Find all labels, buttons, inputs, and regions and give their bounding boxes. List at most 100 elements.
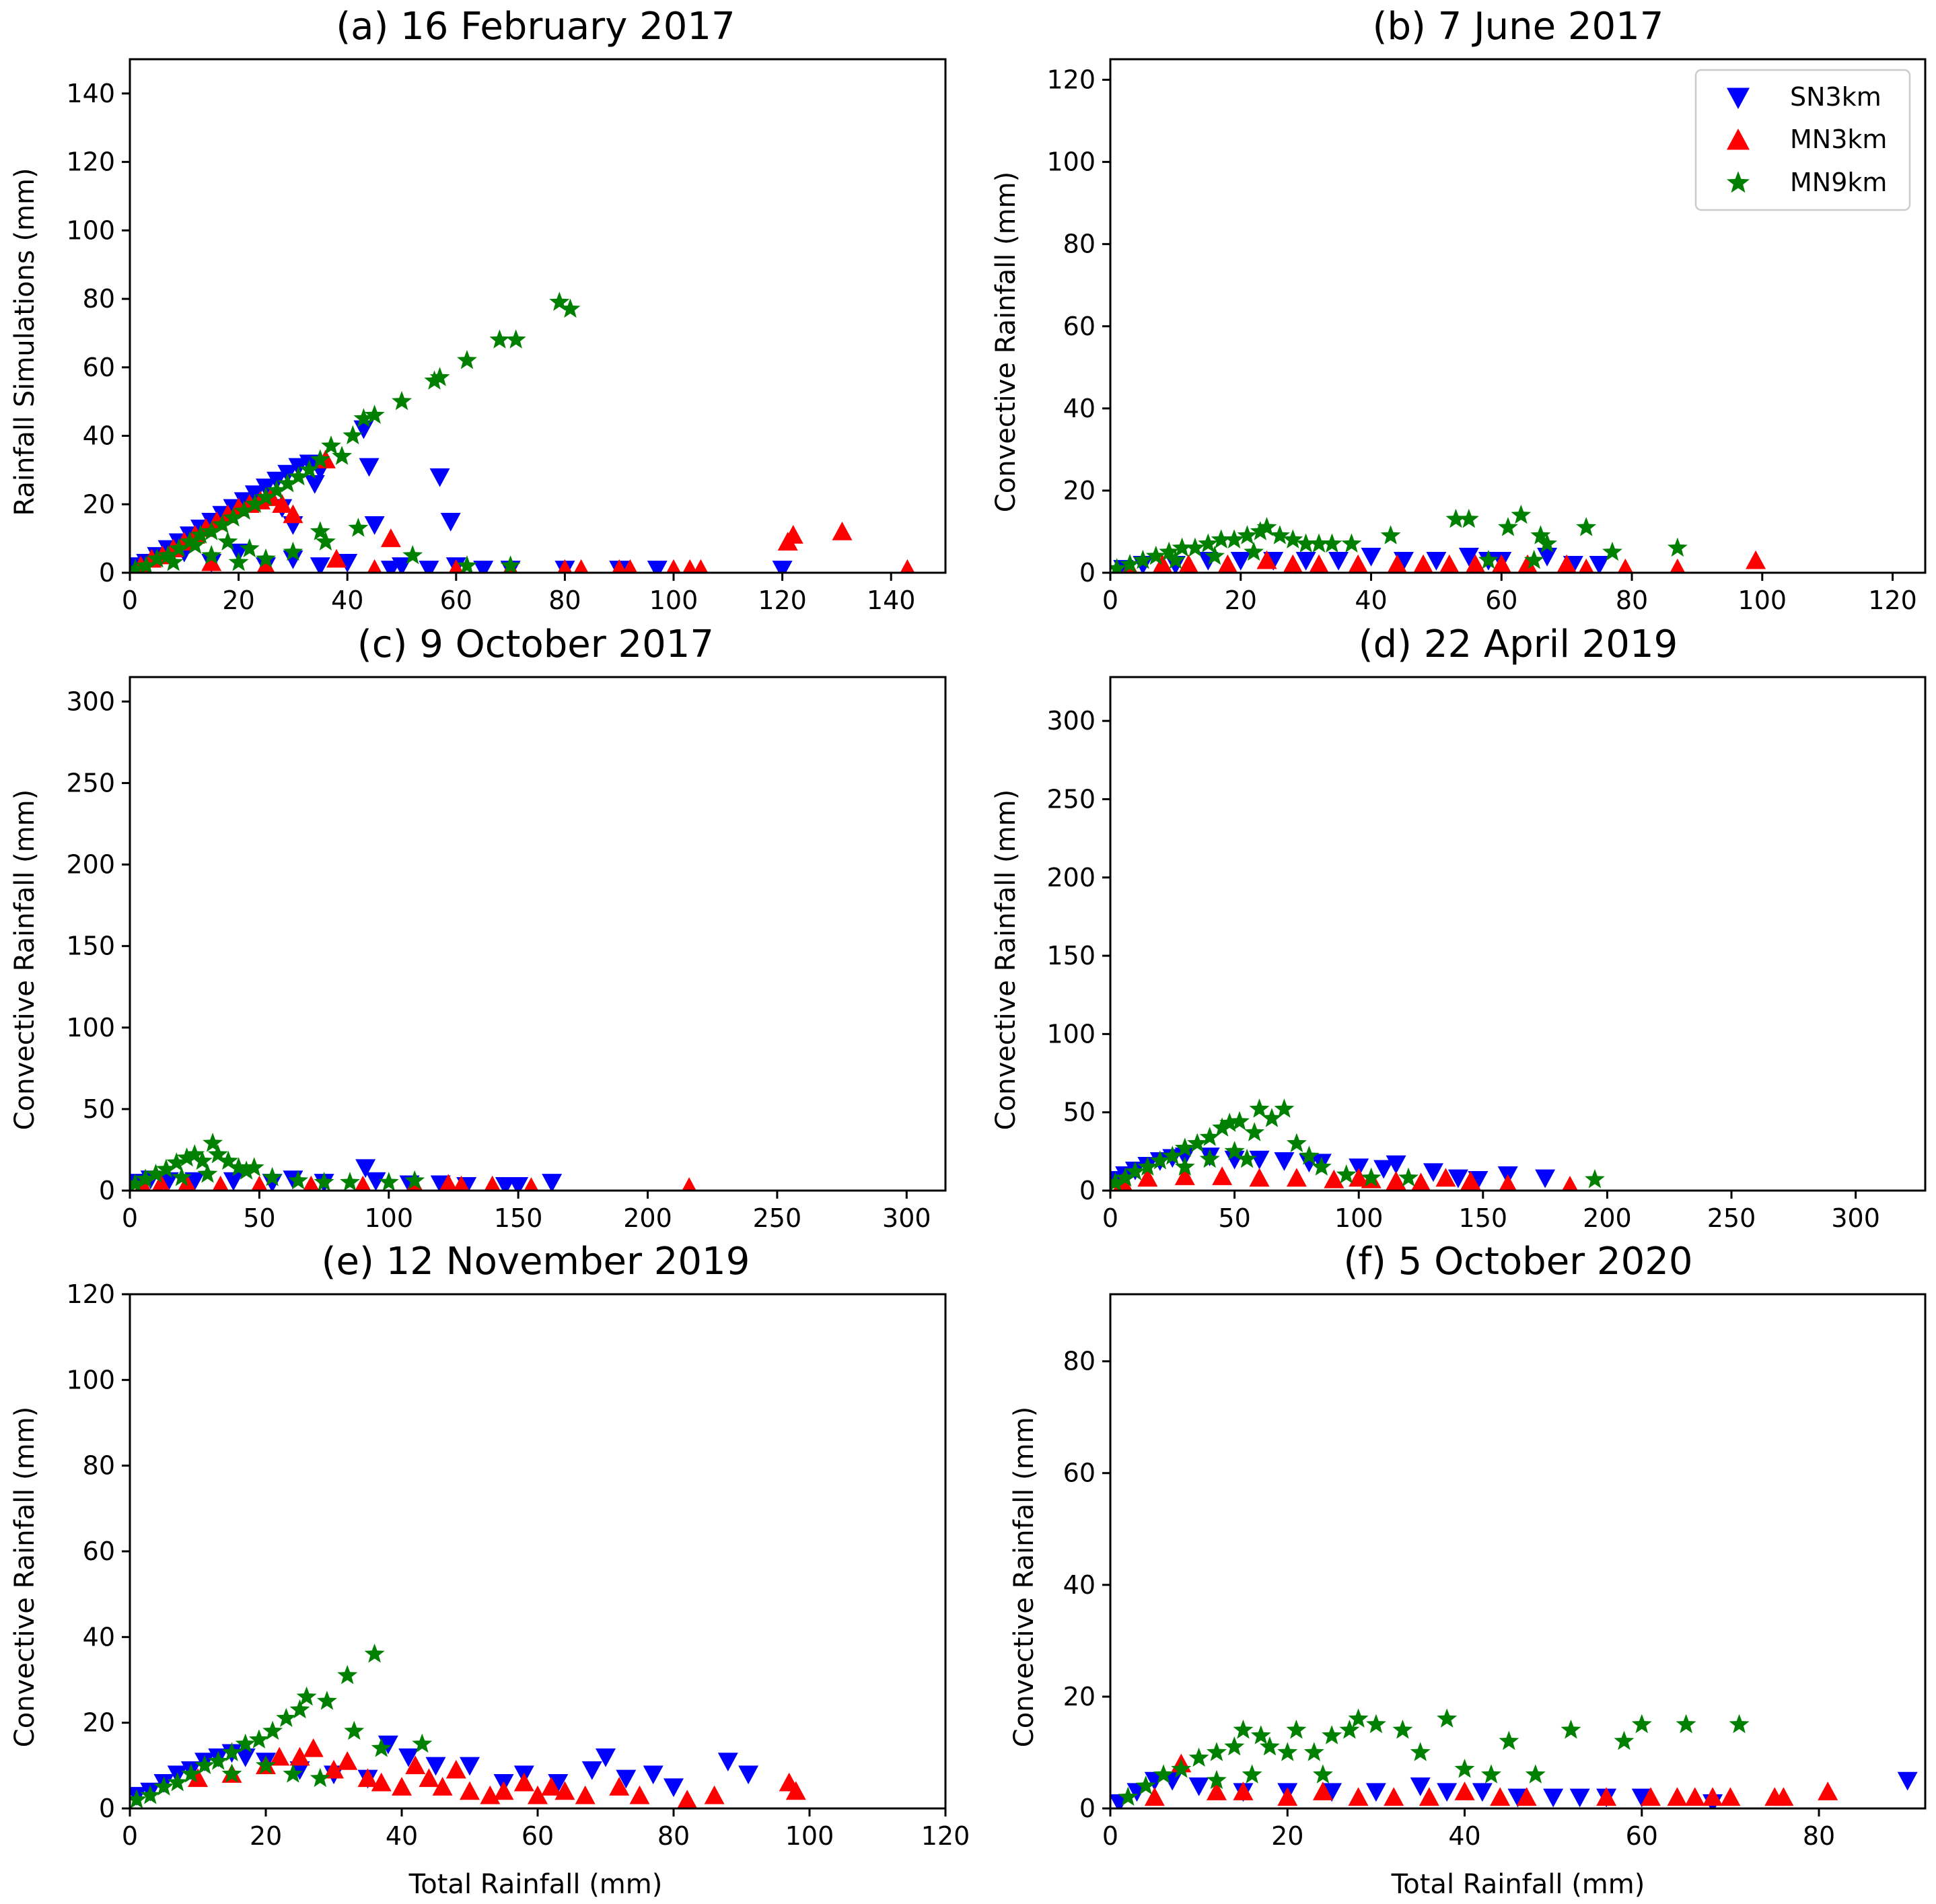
y-tick-label: 20 — [83, 489, 115, 519]
data-point-mn9km — [262, 1720, 283, 1740]
data-point-mn9km — [194, 1755, 215, 1775]
panel-e: (e) 12 November 2019 Convective Rainfall… — [9, 1240, 750, 1900]
x-tick-label: 80 — [657, 1821, 690, 1851]
data-point-mn9km — [1188, 1747, 1209, 1767]
data-point-mn3km — [1670, 558, 1686, 573]
data-point-mn3km — [392, 1777, 412, 1796]
data-point-sn3km — [1188, 1777, 1209, 1796]
data-point-mn9km — [1211, 529, 1231, 549]
data-point-mn9km — [560, 298, 581, 318]
data-point-mn3km — [612, 559, 627, 573]
data-point-mn3km — [1419, 1787, 1439, 1806]
y-tick-label: 100 — [66, 215, 115, 245]
data-point-sn3km — [1437, 1783, 1458, 1802]
data-point-mn9km — [1348, 1708, 1369, 1728]
data-point-mn3km — [432, 1777, 453, 1796]
data-point-mn3km — [1556, 554, 1577, 573]
legend-label-sn3km: SN3km — [1790, 82, 1881, 112]
data-point-mn9km — [1124, 1161, 1145, 1180]
legend-markers — [1727, 87, 1750, 193]
y-tick-label: 150 — [66, 931, 115, 961]
panel-f: (f) 5 October 2020 Convective Rainfall (… — [1009, 1240, 1693, 1900]
data-point-mn9km — [167, 1772, 188, 1792]
data-point-mn3km — [1413, 554, 1433, 573]
data-point-mn9km — [218, 1150, 239, 1170]
data-point-mn3km — [785, 1781, 806, 1800]
data-point-mn9km — [1614, 1730, 1635, 1751]
data-point-mn9km — [1530, 525, 1551, 544]
data-point-mn3km — [1277, 1787, 1298, 1806]
data-point-mn9km — [1171, 1759, 1192, 1778]
points-layer — [1110, 1098, 1605, 1191]
data-point-sn3km — [772, 561, 793, 573]
data-point-mn9km — [1153, 1764, 1174, 1784]
data-point-mn3km — [528, 1785, 548, 1804]
y-tick-label: 250 — [1046, 784, 1096, 814]
panel-title: (c) 9 October 2017 — [357, 623, 714, 666]
data-point-mn9km — [244, 493, 265, 513]
data-point-sn3km — [289, 1761, 310, 1780]
data-point-mn9km — [337, 1664, 358, 1685]
data-point-sn3km — [1458, 547, 1479, 567]
data-point-sn3km — [184, 1172, 205, 1191]
data-point-mn9km — [1676, 1714, 1696, 1734]
data-point-mn9km — [184, 1144, 205, 1164]
data-point-mn9km — [1120, 554, 1140, 573]
data-point-mn9km — [1162, 1145, 1183, 1165]
data-point-mn9km — [1365, 1714, 1386, 1734]
data-point-mn9km — [314, 1172, 334, 1191]
data-point-mn3km — [269, 1747, 290, 1766]
data-point-mn9km — [1237, 525, 1258, 544]
star-icon — [1727, 171, 1750, 193]
x-tick-label: 100 — [1738, 586, 1787, 615]
data-point-mn9km — [1249, 1098, 1270, 1118]
data-point-mn9km — [1312, 1764, 1333, 1784]
x-tick-label: 40 — [1355, 586, 1387, 615]
data-point-mn9km — [190, 524, 211, 544]
data-point-sn3km — [508, 1176, 529, 1191]
data-point-mn3km — [1312, 1782, 1333, 1800]
data-point-mn9km — [130, 1173, 145, 1191]
data-point-mn9km — [1322, 1725, 1342, 1744]
x-tick-label: 300 — [882, 1203, 931, 1233]
x-tick-label: 100 — [1334, 1203, 1384, 1233]
data-point-mn3km — [1386, 1171, 1406, 1190]
data-point-mn3km — [256, 555, 275, 573]
data-point-mn9km — [1336, 1164, 1357, 1184]
scatter-panel: 0 20 40 60 80 100 120 0 20 40 60 80 100 120 — [66, 1279, 970, 1851]
data-point-mn3km — [453, 1175, 470, 1191]
data-point-mn3km — [1460, 1171, 1481, 1190]
data-point-mn9km — [276, 1707, 297, 1727]
data-point-sn3km — [460, 1757, 480, 1776]
data-point-mn3km — [1454, 1782, 1475, 1800]
data-point-sn3km — [738, 1765, 759, 1785]
y-tick-label: 100 — [1046, 147, 1096, 177]
data-point-mn9km — [1229, 1110, 1250, 1131]
y-tick-label: 80 — [83, 1451, 115, 1481]
data-point-mn3km — [1286, 1168, 1307, 1187]
data-point-mn3km — [1283, 554, 1303, 573]
data-point-mn9km — [201, 544, 222, 565]
data-point-mn9km — [1410, 1742, 1431, 1761]
data-point-mn3km — [178, 1174, 196, 1191]
data-point-sn3km — [1537, 547, 1558, 567]
data-point-mn3km — [439, 1174, 458, 1191]
y-tick-label: 250 — [66, 768, 115, 798]
y-tick-label: 100 — [66, 1365, 115, 1395]
data-point-mn3km — [460, 1781, 480, 1800]
data-point-mn3km — [513, 1772, 534, 1792]
data-point-sn3km — [1295, 551, 1316, 571]
data-point-sn3km — [1373, 1160, 1394, 1179]
data-point-mn9km — [1172, 537, 1192, 557]
data-point-mn9km — [1242, 1764, 1262, 1784]
data-point-sn3km — [1386, 1155, 1406, 1174]
data-point-mn9km — [208, 1751, 229, 1770]
data-point-mn9km — [364, 404, 385, 424]
x-tick-label: 80 — [1616, 586, 1648, 615]
points-layer — [130, 1133, 696, 1191]
data-point-mn9km — [1602, 541, 1622, 561]
data-point-mn9km — [1149, 1150, 1170, 1170]
x-tick-label: 60 — [1626, 1821, 1658, 1851]
data-point-mn9km — [217, 531, 238, 551]
panel-title: (e) 12 November 2019 — [322, 1240, 750, 1283]
